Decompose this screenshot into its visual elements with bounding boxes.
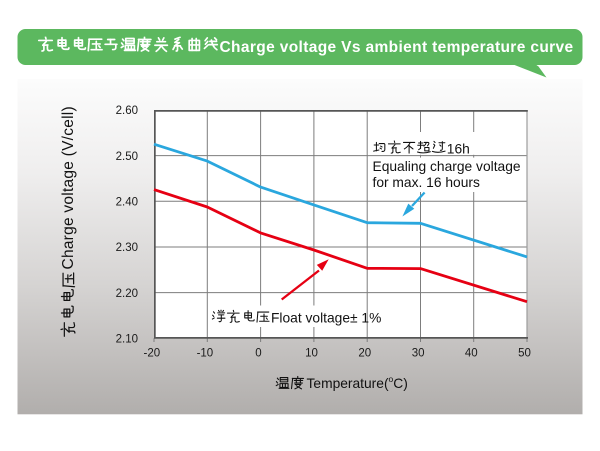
svg-text:Float voltage± 1%: Float voltage± 1% xyxy=(271,311,381,326)
svg-text:for max. 16 hours: for max. 16 hours xyxy=(373,175,480,190)
svg-text:50: 50 xyxy=(518,348,531,360)
svg-text:-20: -20 xyxy=(143,348,160,360)
svg-text:10: 10 xyxy=(305,348,318,360)
svg-text:2.30: 2.30 xyxy=(116,242,138,254)
svg-text:Charge voltage Vs ambient temp: Charge voltage Vs ambient temperature cu… xyxy=(220,39,574,56)
svg-text:2.40: 2.40 xyxy=(116,197,138,209)
svg-text:2.60: 2.60 xyxy=(116,105,138,117)
svg-text:2.50: 2.50 xyxy=(116,151,138,163)
svg-text:20: 20 xyxy=(358,348,371,360)
svg-text:30: 30 xyxy=(412,348,425,360)
svg-text:Temperature(oC): Temperature(oC) xyxy=(307,374,408,391)
svg-text:2.20: 2.20 xyxy=(116,288,138,300)
svg-text:16h: 16h xyxy=(447,142,470,157)
svg-text:-10: -10 xyxy=(197,348,214,360)
svg-text:2.10: 2.10 xyxy=(116,333,138,345)
svg-text:40: 40 xyxy=(465,348,478,360)
svg-text:Equaling charge voltage: Equaling charge voltage xyxy=(373,159,521,174)
svg-text:Charge voltage (V/cell): Charge voltage (V/cell) xyxy=(60,106,77,269)
svg-text:0: 0 xyxy=(255,348,261,360)
